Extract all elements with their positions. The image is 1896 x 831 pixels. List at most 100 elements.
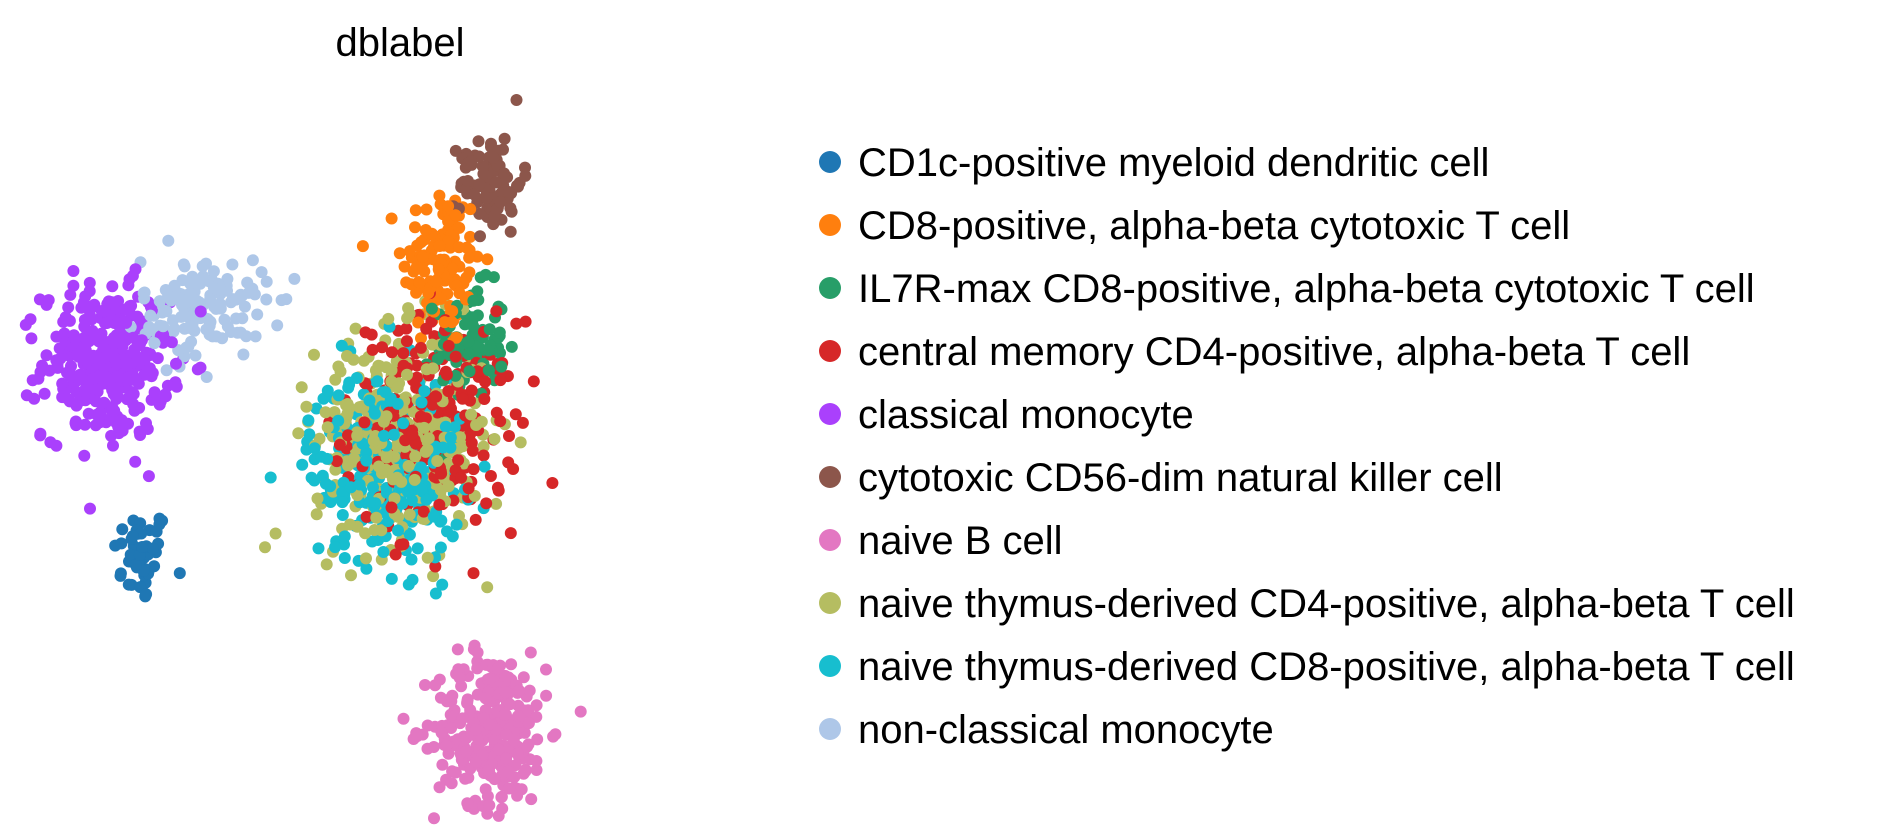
scatter-point-series-9 [218, 313, 231, 326]
scatter-point-series-8 [401, 485, 414, 498]
scatter-point-series-7 [514, 436, 527, 449]
scatter-point-series-6 [491, 662, 504, 675]
legend-marker [819, 655, 841, 677]
scatter-point-series-4 [98, 304, 111, 317]
scatter-point-series-1 [446, 305, 459, 318]
scatter-point-series-6 [513, 684, 525, 697]
scatter-point-series-9 [275, 294, 288, 307]
scatter-point-series-1 [422, 287, 435, 300]
scatter-point-series-7 [408, 473, 421, 486]
scatter-point-series-1 [446, 262, 459, 275]
scatter-point-series-3 [494, 374, 507, 387]
scatter-point-series-2 [482, 344, 495, 357]
scatter-point-series-3 [462, 482, 475, 495]
scatter-point-series-3 [509, 408, 522, 421]
scatter-point-series-4 [120, 316, 133, 329]
scatter-point-series-7 [341, 407, 354, 420]
scatter-point-series-8 [321, 384, 334, 397]
legend: CD1c-positive myeloid dendritic cell CD8-… [819, 141, 1795, 752]
scatter-point-series-6 [482, 764, 495, 776]
scatter-point-series-8 [308, 474, 321, 487]
scatter-point-series-1 [463, 266, 476, 279]
scatter-point-series-6 [461, 797, 474, 810]
scatter-point-series-2 [482, 364, 495, 377]
scatter-point-series-4 [91, 383, 104, 396]
scatter-point-series-1 [419, 224, 432, 236]
scatter-point-series-1 [481, 253, 494, 266]
scatter-point-series-6 [445, 777, 458, 790]
scatter-point-series-3 [429, 560, 442, 573]
scatter-point-series-3 [491, 481, 504, 494]
scatter-point-series-7 [372, 460, 385, 473]
scatter-point-series-3 [400, 322, 413, 335]
scatter-point-series-6 [511, 789, 524, 802]
scatter-point-series-2 [462, 335, 475, 348]
scatter-point-series-9 [251, 308, 264, 321]
scatter-point-series-3 [333, 438, 346, 451]
scatter-point-series-8 [411, 542, 424, 555]
scatter-point-series-5 [461, 175, 474, 187]
scatter-point-series-8 [264, 471, 277, 484]
scatter-point-series-4 [85, 313, 98, 326]
scatter-point-series-7 [341, 350, 353, 362]
scatter-point-series-8 [366, 535, 379, 548]
scatter-point-series-1 [434, 292, 447, 305]
legend-marker [819, 277, 841, 299]
scatter-point-series-4 [58, 327, 71, 340]
scatter-point-series-1 [410, 260, 423, 273]
scatter-point-series-7 [259, 541, 271, 554]
scatter-point-series-1 [420, 203, 433, 216]
scatter-point-series-9 [207, 265, 220, 278]
scatter-point-series-7 [391, 381, 404, 394]
scatter-point-series-3 [410, 359, 423, 372]
scatter-point-series-7 [426, 362, 439, 375]
scatter-point-series-4 [67, 279, 80, 292]
scatter-point-series-3 [478, 393, 491, 405]
scatter-point-series-6 [436, 758, 449, 771]
scatter-point-series-7 [370, 511, 383, 524]
scatter-point-series-8 [436, 578, 449, 591]
scatter-point-series-3 [420, 322, 433, 335]
scatter-point-series-1 [393, 247, 406, 260]
scatter-point-series-6 [471, 646, 484, 659]
scatter-point-series-1 [453, 241, 465, 254]
scatter-point-series-4 [105, 429, 118, 442]
scatter-point-series-9 [200, 371, 213, 383]
scatter-point-series-4 [118, 303, 131, 316]
scatter-point-series-4 [88, 328, 101, 341]
scatter-point-series-4 [42, 294, 55, 307]
scatter-point-series-4 [36, 359, 49, 372]
scatter-point-series-7 [477, 440, 490, 453]
scatter-point-series-4 [106, 296, 119, 309]
scatter-point-series-7 [344, 518, 356, 531]
scatter-point-series-9 [214, 302, 227, 315]
scatter-point-series-7 [380, 451, 393, 464]
scatter-point-series-6 [449, 766, 462, 779]
scatter-point-series-5 [494, 196, 507, 208]
scatter-point-series-7 [442, 480, 455, 493]
scatter-point-series-4 [69, 415, 82, 428]
scatter-point-series-1 [415, 236, 428, 249]
scatter-point-series-2 [505, 340, 518, 353]
scatter-point-series-3 [527, 375, 540, 388]
legend-marker [819, 214, 841, 236]
scatter-point-series-4 [20, 389, 33, 402]
scatter-point-series-9 [225, 326, 237, 338]
scatter-point-series-4 [194, 305, 207, 318]
scatter-point-series-8 [308, 442, 321, 455]
scatter-point-series-4 [70, 399, 83, 412]
scatter-point-series-3 [397, 538, 410, 551]
scatter-point-series-4 [111, 370, 124, 383]
scatter-point-series-8 [336, 486, 349, 499]
scatter-point-series-9 [143, 321, 156, 334]
chart-title: dblabel [335, 21, 464, 65]
scatter-point-series-3 [365, 328, 378, 341]
scatter-point-series-9 [144, 309, 157, 322]
scatter-point-series-2 [472, 340, 485, 353]
scatter-point-series-1 [403, 245, 416, 258]
scatter-point-series-9 [197, 270, 210, 283]
scatter-point-series-4 [132, 377, 145, 390]
scatter-point-series-5 [473, 178, 486, 191]
scatter-point-series-8 [371, 375, 384, 388]
scatter-point-series-8 [368, 407, 381, 420]
